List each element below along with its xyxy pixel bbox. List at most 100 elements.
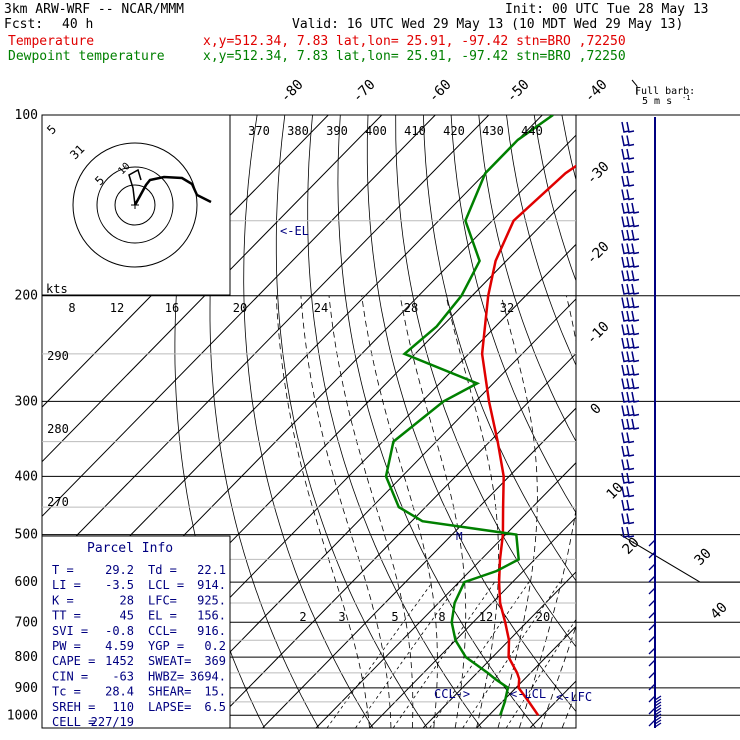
wind-barb	[621, 189, 630, 201]
parcel-key: EL =	[148, 609, 177, 623]
wind-barb	[626, 445, 635, 457]
wind-barbs	[621, 117, 662, 728]
parcel-key: YGP =	[148, 639, 184, 653]
parcel-title: Parcel Info	[87, 541, 173, 556]
moist-adiabat	[445, 295, 499, 728]
isotherm-label-top: -70	[350, 77, 379, 106]
wind-barb	[621, 162, 630, 174]
theta-label: 390	[326, 124, 348, 138]
parcel-value: 916.	[197, 624, 226, 638]
parcel-key: SREH =	[52, 700, 95, 714]
wind-barb	[621, 216, 630, 228]
isotherm-line	[315, 462, 576, 728]
wind-barb	[626, 378, 635, 390]
mixing-ratio-label: 20	[536, 610, 550, 624]
isotherm-line	[584, 115, 740, 728]
pressure-tick-label: 500	[15, 528, 38, 543]
wind-barb	[626, 486, 635, 498]
pressure-tick-label: 200	[15, 289, 38, 304]
mixing-ratio-label: 3	[338, 610, 345, 624]
theta-label: 400	[365, 124, 387, 138]
theta-label: 420	[443, 124, 465, 138]
wind-barb	[654, 698, 662, 704]
wind-barb	[631, 243, 640, 255]
parcel-box	[41, 535, 231, 729]
isotherm-label-top: -40	[582, 77, 611, 106]
hodo-speed-label: 8	[68, 301, 75, 315]
mixing-ratio-label: 8	[438, 610, 445, 624]
dewpoint-legend-info: x,y=512.34, 7.83 lat,lon= 25.91, -97.42 …	[203, 49, 626, 64]
parcel-key: K =	[52, 593, 74, 607]
wind-barb	[654, 722, 662, 728]
wind-barb	[626, 337, 635, 349]
parcel-value: 925.	[197, 593, 226, 607]
wind-barb	[621, 297, 630, 309]
moist-adiabat	[275, 295, 370, 728]
parcel-key: CIN =	[52, 669, 88, 683]
wind-barb	[648, 623, 656, 631]
parcel-value: 6.5	[204, 700, 226, 714]
isotherm-label-top: -80	[278, 77, 307, 106]
wind-barb	[626, 297, 635, 309]
wind-barb	[621, 391, 630, 403]
wind-barb	[621, 270, 630, 282]
sounding-traces	[384, 115, 576, 717]
isotherm-label-right: -30	[584, 159, 613, 188]
wind-barb	[648, 671, 656, 679]
wind-barb	[626, 351, 635, 363]
parcel-value: -63	[112, 669, 134, 683]
wind-barb	[621, 256, 630, 268]
wind-legend-barb	[631, 79, 638, 95]
theta-label: 440	[521, 124, 543, 138]
mixing-ratio-label: 2	[299, 610, 306, 624]
dewpoint-legend-label: Dewpoint temperature	[8, 49, 165, 64]
wind-barb	[631, 405, 640, 417]
theta-label: 410	[404, 124, 426, 138]
temperature-trace	[480, 164, 576, 717]
hodo-speed-label: 24	[314, 301, 328, 315]
wind-barb	[626, 283, 635, 295]
pressure-tick-label: 1000	[7, 708, 38, 723]
hodograph-trace-lower	[128, 168, 142, 206]
hodograph-ring	[72, 142, 198, 268]
wind-barb	[626, 243, 635, 255]
isotherm-label-right: -10	[584, 319, 613, 348]
hodograph-ring	[114, 184, 156, 226]
temperature-legend-info: x,y=512.34, 7.83 lat,lon= 25.91, -97.42 …	[203, 34, 626, 49]
moist-adiabat	[399, 295, 467, 728]
wind-barb	[621, 526, 630, 538]
wind-barb	[621, 310, 630, 322]
moist-adiabat	[328, 295, 414, 728]
dry-adiabat	[307, 115, 482, 728]
wind-barb	[631, 337, 640, 349]
wind-barb	[621, 459, 630, 471]
hodo-speed-label: 32	[500, 301, 514, 315]
hodo-unit-label: kts	[46, 282, 68, 296]
parcel-value: 45	[120, 609, 134, 623]
wind-barb	[621, 513, 630, 525]
wind-barb	[626, 432, 635, 444]
forecast-label: Fcst:	[4, 17, 44, 32]
wind-barb	[626, 148, 635, 160]
isotherm-line	[42, 115, 436, 518]
wind-barb	[626, 391, 635, 403]
dry-adiabat	[209, 115, 320, 728]
mixing-ratio-label: 12	[479, 610, 493, 624]
dry-adiabat	[590, 115, 740, 728]
isotherm-line	[691, 115, 740, 728]
wind-barb	[654, 707, 662, 713]
wind-barb	[631, 297, 640, 309]
wind-barb	[631, 283, 640, 295]
wind-legend-exponent: -1	[682, 94, 690, 102]
isotherm-line	[155, 298, 576, 728]
theta-label: 370	[248, 124, 270, 138]
wind-barb	[648, 635, 656, 643]
dry-adiabat	[395, 115, 576, 648]
isotherm-label-right: 30	[692, 546, 715, 569]
parcel-key: SHEAR=	[148, 685, 191, 699]
wind-barb	[626, 459, 635, 471]
moist-adiabat	[518, 295, 576, 728]
wind-legend-title: Full barb:	[635, 86, 695, 97]
isotherm-label-right: 0	[588, 401, 605, 418]
